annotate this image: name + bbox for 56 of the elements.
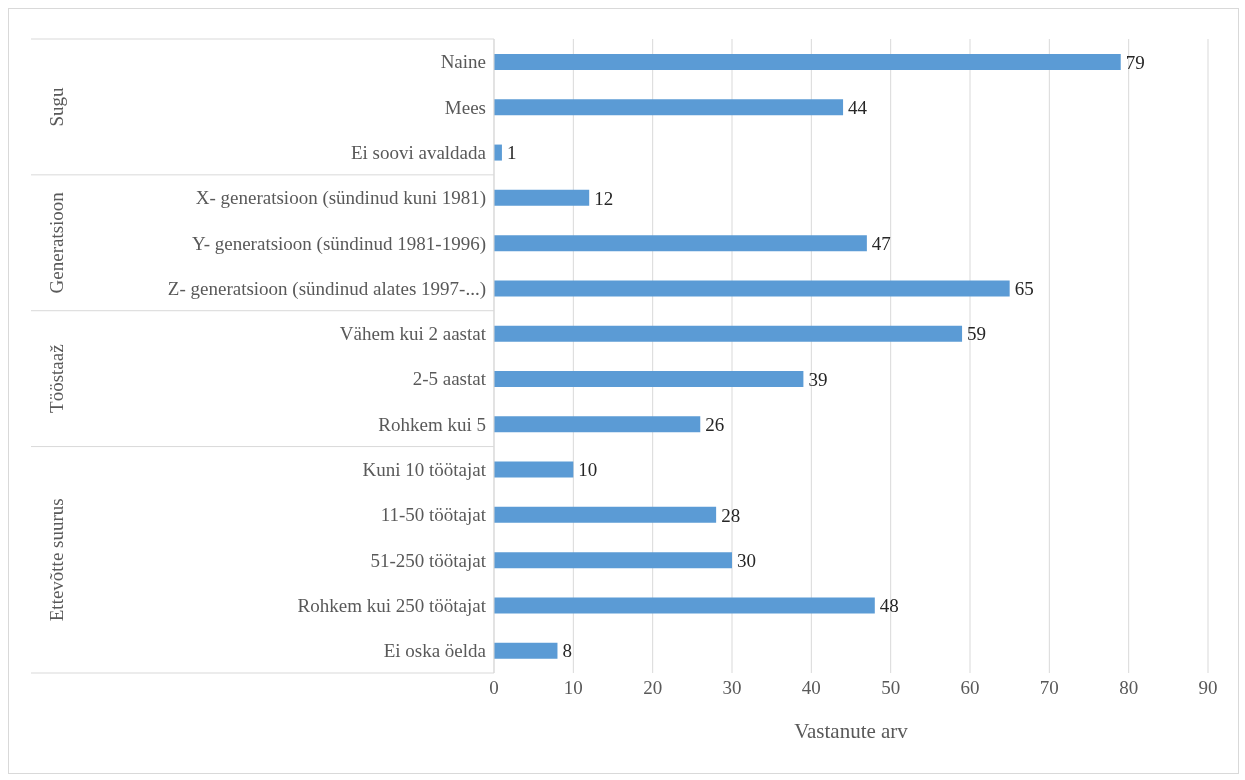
y-tick-label: X- generatsioon (sündinud kuni 1981) — [195, 187, 486, 210]
x-tick-label: 0 — [489, 677, 499, 699]
y-tick-label: Naine — [440, 51, 486, 73]
y-tick-label: Kuni 10 töötajat — [362, 458, 487, 480]
data-label: 30 — [737, 549, 756, 571]
bar — [494, 189, 590, 206]
bar — [494, 416, 701, 433]
y-tick-label: Vähem kui 2 aastat — [339, 323, 487, 345]
data-label: 47 — [871, 232, 891, 254]
text: Generatsioon — [46, 191, 68, 294]
data-label: 10 — [578, 459, 598, 481]
y-tick-label: Rohkem kui 5 — [378, 413, 486, 435]
y-tick-label: 2-5 aastat — [412, 368, 487, 390]
y-tick-label: Z- generatsioon (sündinud alates 1997-...) — [167, 277, 486, 300]
bar — [494, 235, 867, 252]
y-tick-label: 11-50 töötajat — [380, 504, 487, 526]
bar — [494, 325, 963, 342]
y-tick-label: Ei soovi avaldada — [350, 141, 487, 163]
x-axis-title: Vastanute arv — [794, 719, 909, 743]
x-tick-label: 10 — [563, 677, 583, 699]
bar — [494, 552, 732, 569]
data-label: 8 — [562, 640, 572, 662]
data-label: 48 — [879, 595, 899, 617]
y-tick-label: Ei oska öelda — [383, 640, 487, 662]
x-tick-label: 50 — [881, 677, 901, 699]
data-label: 1 — [506, 142, 517, 164]
bar — [494, 371, 804, 387]
data-label: 65 — [1014, 278, 1034, 300]
y-tick-label: Rohkem kui 250 töötajat — [297, 594, 487, 616]
text: Tööstaaž — [46, 344, 68, 413]
y-tick-label: Y- generatsioon (sündinud 1981-1996) — [192, 232, 486, 255]
data-label: 79 — [1125, 51, 1145, 73]
bar — [494, 461, 574, 478]
bar — [494, 54, 1121, 70]
text: Sugu — [46, 86, 68, 127]
bar — [494, 99, 844, 116]
bar — [494, 642, 558, 659]
x-tick-label: 70 — [1039, 677, 1059, 699]
x-tick-label: 40 — [801, 677, 821, 699]
bar — [494, 506, 717, 523]
data-label: 44 — [848, 97, 868, 119]
x-tick-label: 80 — [1119, 677, 1139, 699]
data-label: 59 — [967, 323, 987, 345]
y-tick-label: Mees — [444, 96, 486, 118]
data-label: 26 — [705, 414, 725, 436]
x-tick-label: 20 — [643, 677, 663, 699]
data-label: 28 — [721, 504, 741, 526]
y-tick-label: 51-250 töötajat — [370, 549, 487, 571]
bar — [494, 597, 875, 614]
data-label: 39 — [808, 368, 828, 390]
x-tick-label: 60 — [960, 677, 980, 699]
bar — [494, 280, 1010, 297]
x-tick-label: 90 — [1198, 677, 1218, 699]
data-label: 12 — [594, 187, 614, 209]
x-tick-label: 30 — [722, 677, 742, 699]
text: Ettevõtte suurus — [46, 498, 68, 622]
